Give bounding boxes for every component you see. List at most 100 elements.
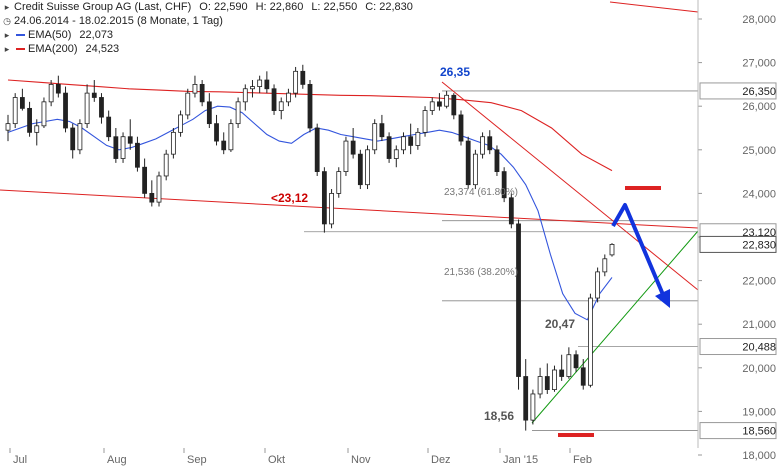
y-tick-label: 28,000 — [742, 14, 776, 26]
candle-body — [393, 149, 399, 159]
candle-body — [444, 94, 450, 107]
x-tick-label: Nov — [351, 454, 371, 466]
label-fib618: 23,374 (61.80%) — [444, 187, 518, 198]
candle-body — [465, 140, 471, 186]
axis-value-low-box — [699, 422, 777, 440]
candle-body — [257, 79, 263, 87]
candle-body — [343, 140, 349, 173]
candle-body — [170, 131, 176, 155]
low-value: L: 22,550 — [311, 1, 358, 13]
header-title-row: ▸ Credit Suisse Group AG (Last, CHF) O: … — [0, 0, 600, 14]
ema50-value: 22,073 — [79, 29, 114, 41]
candle-body — [401, 136, 406, 151]
axis-value-low-label: 18,560 — [742, 426, 776, 438]
axis-value-last-box — [699, 235, 777, 253]
candle-body — [221, 140, 227, 151]
y-tick-label: 24,000 — [742, 188, 776, 200]
candle-body — [278, 101, 284, 111]
axis-value-high-label: 26,350 — [742, 86, 776, 98]
candle-body — [516, 223, 521, 377]
candle-body — [27, 107, 32, 133]
candle-body — [264, 79, 270, 90]
candle-body — [286, 92, 291, 103]
y-tick-label: 20,000 — [742, 363, 776, 375]
candles — [5, 64, 615, 431]
candle-body — [206, 101, 212, 125]
axes: 18,00019,00020,00021,00022,00023,00024,0… — [9, 0, 777, 466]
high-value: H: 22,860 — [255, 1, 304, 13]
candle-body — [530, 393, 536, 421]
axis-value-20488-label: 20,488 — [742, 342, 776, 354]
candle-body — [494, 149, 500, 173]
ema200-value: 24,523 — [85, 43, 120, 55]
legend-ema50[interactable]: ▸ EMA(50) 22,073 — [0, 28, 600, 42]
caret-icon[interactable]: ▸ — [4, 2, 10, 12]
candle-body — [293, 70, 299, 94]
candle-body — [595, 271, 601, 299]
candle-body — [350, 140, 356, 155]
candle-body — [386, 136, 392, 159]
ema200-swatch — [16, 48, 25, 50]
x-tick-label: Sep — [187, 454, 207, 466]
candle-body — [271, 88, 277, 111]
legend-toggle-icon[interactable]: ▸ — [4, 44, 10, 54]
candle-body — [336, 171, 342, 194]
candle-body — [63, 92, 68, 129]
trendline-support-green — [531, 230, 699, 424]
ema50-swatch — [16, 34, 25, 36]
candle-body — [163, 153, 169, 177]
y-tick-label: 21,000 — [742, 319, 776, 331]
instrument-title: Credit Suisse Group AG (Last, CHF) — [14, 1, 192, 13]
chart-header: ▸ Credit Suisse Group AG (Last, CHF) O: … — [0, 0, 600, 56]
y-tick-label: 27,000 — [742, 58, 776, 70]
y-tick-label: 19,000 — [742, 406, 776, 418]
candle-body — [437, 101, 442, 107]
date-range: 24.06.2014 - 18.02.2015 (8 Monate, 1 Tag… — [14, 15, 223, 27]
legend-toggle-icon[interactable]: ▸ — [4, 30, 10, 40]
candle-body — [55, 84, 61, 94]
trendline-top-red — [609, 1, 699, 13]
label-low-2312: <23,12 — [271, 191, 308, 205]
candle-body — [77, 123, 83, 151]
clock-icon: ◷ — [3, 16, 11, 26]
trendlines — [0, 1, 699, 424]
candle-body — [242, 88, 248, 103]
candle-body — [415, 131, 421, 146]
candle-body — [408, 136, 414, 146]
candle-body — [451, 94, 457, 116]
candle-body — [127, 136, 133, 144]
level-lines — [304, 90, 698, 431]
header-range-row: ◷ 24.06.2014 - 18.02.2015 (8 Monate, 1 T… — [0, 14, 600, 28]
candle-body — [250, 86, 255, 90]
axis-value-high-box — [699, 82, 777, 100]
candle-body — [12, 97, 18, 125]
ema200-label: EMA(200) — [28, 43, 78, 55]
candle-body — [537, 376, 543, 395]
x-tick-label: Jul — [13, 454, 27, 466]
annotations: 26,35 <23,12 23,374 (61.80%) 21,536 (38.20%… — [271, 65, 670, 437]
candle-body — [149, 192, 155, 203]
axis-value-last-label: 22,830 — [742, 239, 776, 251]
trendline-long-red — [0, 189, 699, 229]
forecast-arrowhead — [655, 289, 670, 308]
candle-body — [178, 114, 183, 133]
candle-body — [135, 142, 140, 168]
candle-body — [235, 101, 241, 125]
y-tick-label: 18,000 — [742, 450, 776, 462]
candle-body — [580, 367, 586, 386]
candle-body — [429, 101, 435, 111]
candle-body — [199, 84, 205, 103]
candle-body — [314, 127, 320, 172]
y-tick-label: 25,000 — [742, 145, 776, 157]
candle-body — [329, 192, 334, 225]
candle-body — [602, 258, 608, 273]
candle-body — [379, 123, 385, 138]
axis-value-23120-label: 23,120 — [742, 227, 776, 239]
candle-body — [588, 297, 593, 386]
legend-ema200[interactable]: ▸ EMA(200) 24,523 — [0, 42, 600, 56]
ema50-label: EMA(50) — [28, 29, 72, 41]
label-1856: 18,56 — [484, 409, 514, 423]
candle-body — [48, 84, 54, 103]
candle-body — [480, 136, 485, 155]
candle-body — [19, 97, 25, 109]
